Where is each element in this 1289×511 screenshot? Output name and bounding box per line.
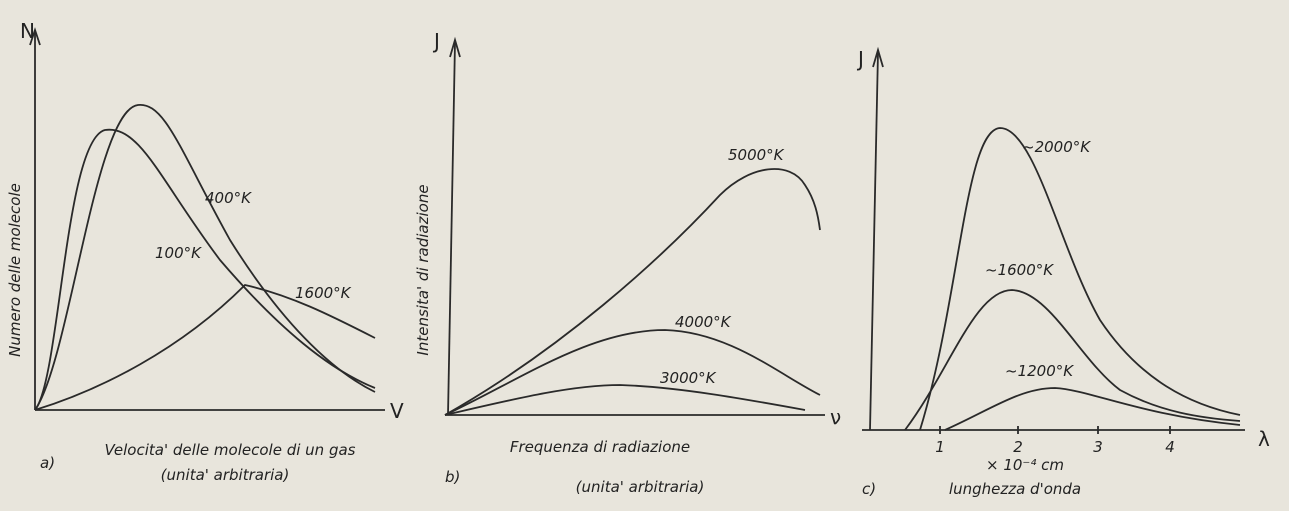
panel-tag: c) xyxy=(862,480,876,498)
x-subtitle: (unita' arbitraria) xyxy=(161,466,290,484)
x-axis-label: V xyxy=(390,399,404,423)
x-tick-label: 4 xyxy=(1165,438,1175,456)
curve-label: 400°K xyxy=(205,189,252,207)
x-axis-label: λ xyxy=(1258,427,1270,451)
curve-label: 4000°K xyxy=(675,313,732,331)
curve-label: 1600°K xyxy=(295,284,352,302)
y-title: Intensita' di radiazione xyxy=(414,184,432,355)
curve-label: 3000°K xyxy=(660,369,717,387)
curve-label: ~2000°K xyxy=(1022,138,1091,156)
y-axis-label: J xyxy=(432,29,440,53)
y-title: Numero delle molecole xyxy=(6,183,24,357)
y-axis-label: J xyxy=(856,47,864,71)
x-subtitle: (unita' arbitraria) xyxy=(576,478,705,496)
y-axis-label: N xyxy=(20,19,35,43)
curve-label: 5000°K xyxy=(728,146,785,164)
curve-label: ~1600°K xyxy=(985,261,1054,279)
panel-tag: a) xyxy=(40,454,55,472)
x-axis-label: ν xyxy=(830,405,841,429)
x-tick-label: 1 xyxy=(935,438,945,456)
curve-label: 100°K xyxy=(155,244,202,262)
x-unit: × 10⁻⁴ cm xyxy=(986,456,1064,474)
x-title: lunghezza d'onda xyxy=(949,480,1081,498)
x-title: Frequenza di radiazione xyxy=(510,438,690,456)
figure: N V Numero delle molecole Velocita' dell… xyxy=(0,0,1289,511)
curve-label: ~1200°K xyxy=(1005,362,1074,380)
x-title: Velocita' delle molecole di un gas xyxy=(105,441,356,459)
x-tick-label: 2 xyxy=(1013,438,1023,456)
x-tick-label: 3 xyxy=(1093,438,1103,456)
panel-tag: b) xyxy=(445,468,460,486)
